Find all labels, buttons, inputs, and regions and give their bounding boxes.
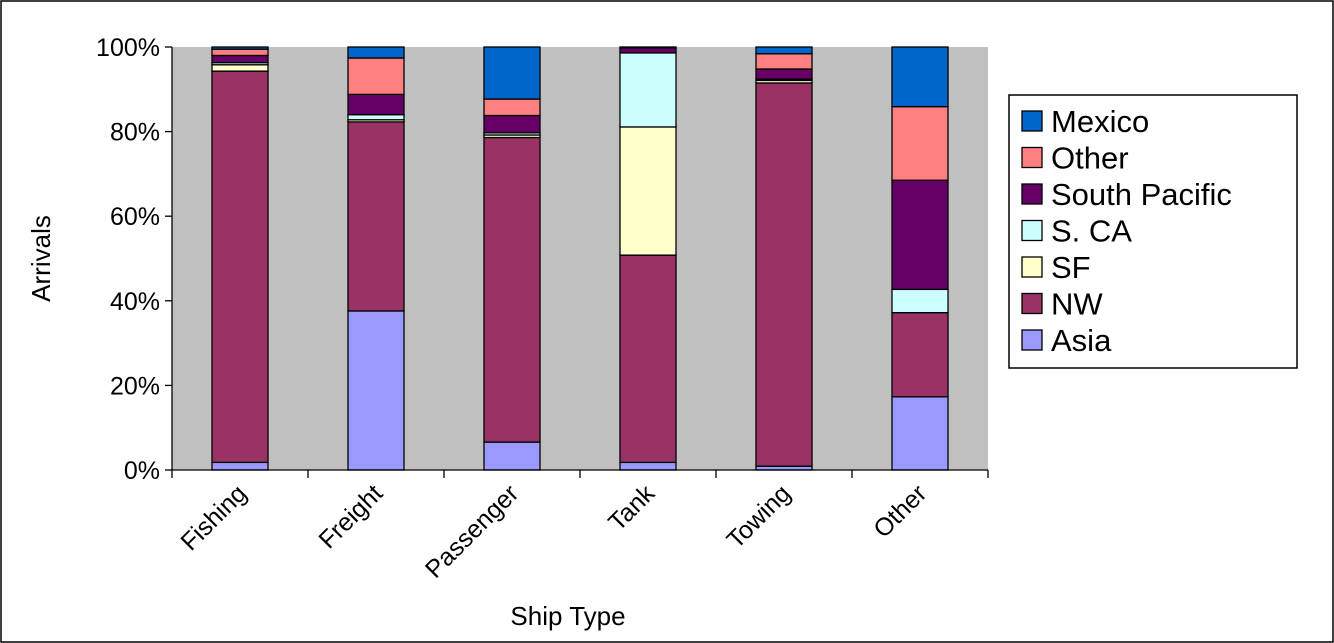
bar-other-s-ca (891, 288, 949, 314)
bar-passenger-nw (483, 136, 541, 443)
y-tick-label: 100% (96, 34, 160, 62)
bar-passenger-south-pacific (483, 114, 541, 134)
bar-fishing-mexico (211, 46, 269, 50)
legend-swatch-other (1021, 146, 1043, 169)
bar-other-asia (891, 396, 949, 471)
plot-area (172, 47, 988, 470)
legend-swatch-asia (1021, 329, 1043, 351)
bar-towing-mexico (755, 46, 813, 55)
legend-swatch-s-ca (1021, 219, 1043, 242)
bar-other-mexico (891, 46, 949, 108)
bar-freight-s-ca (347, 114, 405, 121)
bar-passenger-other (483, 98, 541, 117)
bar-freight-mexico (347, 46, 405, 59)
legend-label-south-pacific: South Pacific (1051, 177, 1232, 212)
legend-label-asia: Asia (1051, 323, 1112, 358)
legend-swatch-sf (1021, 256, 1043, 278)
bar-tank-s-ca (619, 52, 677, 128)
legend-swatch-mexico (1021, 110, 1043, 132)
bar-other-other (891, 105, 949, 181)
bar-tank-sf (619, 126, 677, 256)
bar-fishing-other (211, 48, 269, 57)
legend-label-sf: SF (1051, 250, 1091, 285)
legend-swatch-south-pacific (1021, 183, 1043, 205)
bar-freight-other (347, 57, 405, 96)
bar-freight-nw (347, 121, 405, 312)
y-tick-label: 0% (124, 457, 160, 485)
bar-towing-south-pacific (755, 68, 813, 80)
bar-fishing-nw (211, 70, 269, 464)
legend-swatch-nw (1021, 292, 1043, 315)
bar-fishing-sf (211, 64, 269, 72)
legend-box (1008, 94, 1298, 369)
bar-other-south-pacific (891, 179, 949, 291)
legend-label-nw: NW (1051, 287, 1103, 322)
y-tick-label: 40% (110, 288, 160, 316)
bar-tank-south-pacific (619, 47, 677, 54)
bar-passenger-mexico (483, 46, 541, 100)
legend-label-mexico: Mexico (1051, 104, 1149, 139)
legend-label-s-ca: S. CA (1051, 214, 1132, 249)
y-tick-label: 80% (110, 119, 160, 147)
bar-freight-south-pacific (347, 93, 405, 116)
bar-towing-other (755, 53, 813, 70)
y-axis-label: Arrivals (26, 215, 56, 302)
legend-label-other: Other (1051, 141, 1129, 176)
bar-freight-asia (347, 310, 405, 471)
bar-towing-nw (755, 82, 813, 467)
bar-tank-nw (619, 254, 677, 464)
bar-passenger-asia (483, 441, 541, 471)
x-axis-label: Ship Type (510, 601, 625, 631)
bar-other-nw (891, 311, 949, 398)
bar-tank-mexico (619, 46, 677, 49)
y-tick-label: 60% (110, 203, 160, 231)
bar-fishing-south-pacific (211, 54, 269, 64)
bar-tank-asia (619, 461, 677, 471)
y-tick-label: 20% (110, 372, 160, 400)
bar-fishing-asia (211, 461, 269, 471)
